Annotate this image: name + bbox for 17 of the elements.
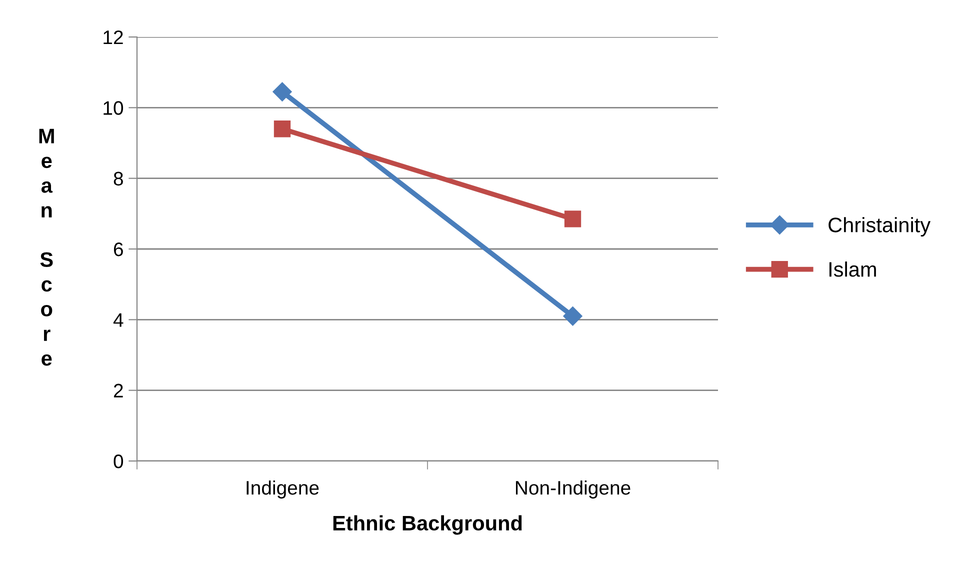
y-tick-label: 2: [114, 384, 123, 398]
point: [274, 120, 291, 138]
point: [564, 210, 582, 228]
x-tick-label: Indigene: [246, 480, 319, 499]
y-tick-label: 4: [113, 313, 124, 327]
y-tick-label: 8: [114, 172, 123, 186]
legend-label: Islam: [829, 262, 876, 277]
x-tick-label: Non-Indigene: [516, 480, 630, 499]
point: [272, 82, 292, 102]
y-tick-label: 12: [104, 30, 123, 44]
y-tick-label: 10: [104, 101, 124, 115]
y-tick-label: 0: [114, 454, 124, 468]
point: [563, 306, 582, 326]
text: Mean Score: [39, 128, 54, 366]
legend-label: Christainity: [828, 217, 931, 236]
y-tick-label: 6: [114, 242, 123, 256]
x-axis-title: Ethnic Background: [333, 515, 522, 535]
